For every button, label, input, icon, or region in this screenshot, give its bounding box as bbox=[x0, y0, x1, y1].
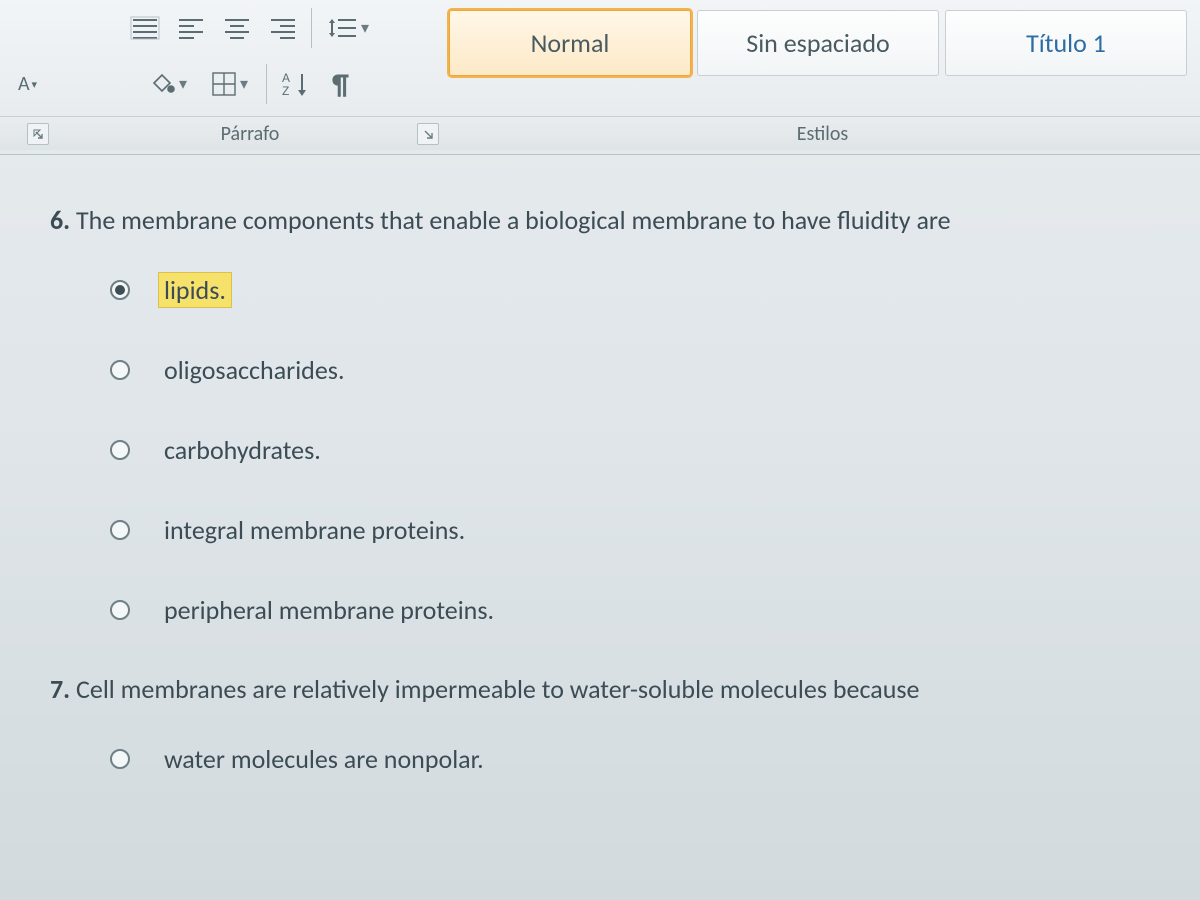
line-spacing-icon bbox=[326, 15, 358, 41]
option-row: integral membrane proteins. bbox=[110, 512, 1150, 548]
borders-button[interactable]: ▾ bbox=[200, 62, 260, 106]
styles-gallery: Normal Sin espaciado Título 1 bbox=[445, 0, 1200, 78]
radio-icon[interactable] bbox=[110, 600, 130, 620]
question-body: Cell membranes are relatively impermeabl… bbox=[76, 673, 919, 705]
borders-icon bbox=[211, 71, 237, 97]
align-justify-icon bbox=[130, 16, 160, 40]
radio-selected-icon[interactable] bbox=[110, 280, 130, 300]
document-area[interactable]: 6. The membrane components that enable a… bbox=[0, 155, 1200, 777]
option-row: water molecules are nonpolar. bbox=[110, 741, 1150, 777]
question-text: 7. Cell membranes are relatively imperme… bbox=[50, 672, 1150, 707]
option-row: oligosaccharides. bbox=[110, 352, 1150, 388]
font-size-shrink-button[interactable]: A ▾ bbox=[18, 72, 37, 96]
option-label: oligosaccharides. bbox=[158, 352, 351, 388]
paragraph-group: ▾ ▾ ▾ AZ bbox=[55, 0, 445, 116]
style-label: Normal bbox=[531, 27, 610, 59]
ribbon: A ▾ bbox=[0, 0, 1200, 155]
align-right-button[interactable] bbox=[261, 6, 305, 50]
group-paragraph-label: Párrafo bbox=[221, 122, 280, 146]
align-left-button[interactable] bbox=[169, 6, 213, 50]
font-dialog-launcher[interactable] bbox=[27, 123, 49, 145]
style-heading-1[interactable]: Título 1 bbox=[945, 10, 1187, 76]
chevron-down-icon: ▾ bbox=[361, 18, 369, 38]
style-label: Título 1 bbox=[1026, 27, 1106, 59]
align-center-icon bbox=[222, 16, 252, 40]
option-label: carbohydrates. bbox=[158, 432, 327, 468]
sort-button[interactable]: AZ bbox=[273, 62, 317, 106]
radio-icon[interactable] bbox=[110, 520, 130, 540]
question-options: water molecules are nonpolar. bbox=[110, 741, 1150, 777]
option-row: carbohydrates. bbox=[110, 432, 1150, 468]
align-justify-button[interactable] bbox=[123, 6, 167, 50]
style-label: Sin espaciado bbox=[746, 27, 889, 59]
question-options: lipids. oligosaccharides. carbohydrates.… bbox=[110, 272, 1150, 628]
style-normal[interactable]: Normal bbox=[449, 10, 691, 76]
font-size-shrink-label: A bbox=[18, 72, 30, 96]
option-row: lipids. bbox=[110, 272, 1150, 308]
chevron-down-icon: ▾ bbox=[179, 74, 187, 94]
question-number: 7. bbox=[50, 673, 70, 705]
option-label: integral membrane proteins. bbox=[158, 512, 471, 548]
ribbon-group-labels: Párrafo Estilos bbox=[0, 116, 1200, 150]
option-row: peripheral membrane proteins. bbox=[110, 592, 1150, 628]
align-left-icon bbox=[176, 16, 206, 40]
group-styles-label: Estilos bbox=[797, 122, 848, 146]
sort-icon: AZ bbox=[280, 70, 310, 98]
option-label: peripheral membrane proteins. bbox=[158, 592, 500, 628]
launcher-icon bbox=[422, 128, 434, 140]
option-label: water molecules are nonpolar. bbox=[158, 741, 490, 777]
paint-bucket-icon bbox=[148, 71, 176, 97]
line-spacing-button[interactable]: ▾ bbox=[318, 6, 378, 50]
align-center-button[interactable] bbox=[215, 6, 259, 50]
separator bbox=[311, 8, 312, 48]
style-no-spacing[interactable]: Sin espaciado bbox=[697, 10, 939, 76]
shading-button[interactable]: ▾ bbox=[138, 62, 198, 106]
question-text: 6. The membrane components that enable a… bbox=[50, 203, 1150, 238]
separator bbox=[266, 64, 267, 104]
svg-text:Z: Z bbox=[282, 84, 289, 98]
paragraph-dialog-launcher[interactable] bbox=[417, 123, 439, 145]
question-body: The membrane components that enable a bi… bbox=[76, 204, 951, 236]
chevron-down-icon: ▾ bbox=[32, 78, 38, 91]
option-label: lipids. bbox=[158, 272, 232, 308]
question-number: 6. bbox=[50, 204, 70, 236]
pilcrow-icon: ¶ bbox=[332, 67, 349, 102]
svg-text:A: A bbox=[282, 71, 290, 85]
align-right-icon bbox=[268, 16, 298, 40]
chevron-down-icon: ▾ bbox=[240, 74, 248, 94]
radio-icon[interactable] bbox=[110, 360, 130, 380]
show-marks-button[interactable]: ¶ bbox=[319, 62, 363, 106]
radio-icon[interactable] bbox=[110, 749, 130, 769]
radio-icon[interactable] bbox=[110, 440, 130, 460]
launcher-icon bbox=[32, 128, 44, 140]
